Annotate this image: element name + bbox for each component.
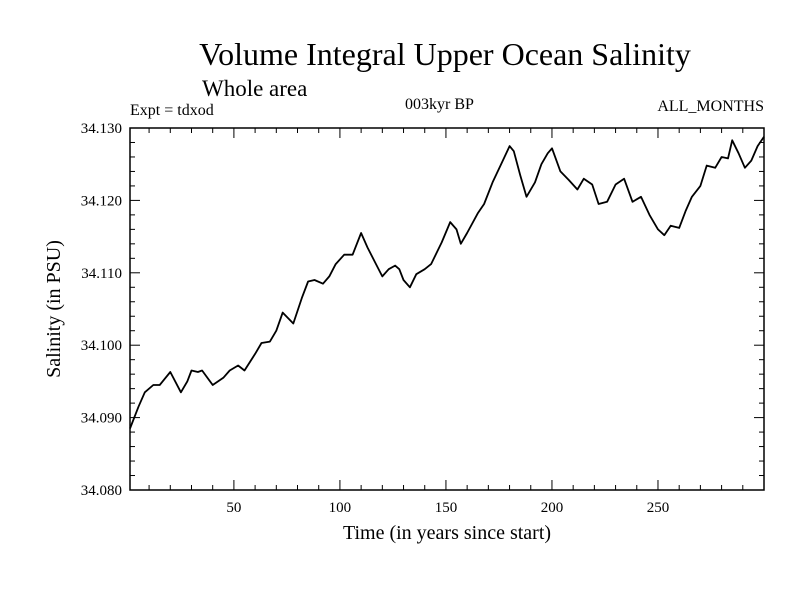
x-axis-label: Time (in years since start)	[343, 522, 551, 544]
y-tick-label: 34.080	[81, 483, 122, 499]
series-line	[129, 136, 765, 429]
period-label: 003kyr BP	[405, 96, 474, 113]
chart-subtitle: Whole area	[202, 76, 308, 101]
y-tick-label: 34.130	[81, 121, 122, 137]
y-axis-label: Salinity (in PSU)	[43, 240, 65, 378]
experiment-label: Expt = tdxod	[130, 102, 214, 119]
months-label: ALL_MONTHS	[657, 98, 764, 115]
x-tick-label: 250	[647, 500, 670, 516]
plot-frame	[129, 127, 765, 491]
chart-title: Volume Integral Upper Ocean Salinity	[199, 36, 691, 72]
x-tick-label: 200	[541, 500, 564, 516]
x-tick-label: 150	[435, 500, 458, 516]
x-tick-label: 100	[329, 500, 352, 516]
y-tick-label: 34.120	[81, 193, 122, 209]
y-tick-label: 34.110	[81, 266, 122, 282]
y-tick-label: 34.090	[81, 411, 122, 427]
y-tick-label: 34.100	[81, 338, 122, 354]
x-tick-label: 50	[226, 500, 241, 516]
axis-ticks	[130, 127, 764, 491]
tick-labels: 50 100 150 200 250 34.080 34.090 34.100 34.110 34…	[81, 121, 669, 516]
